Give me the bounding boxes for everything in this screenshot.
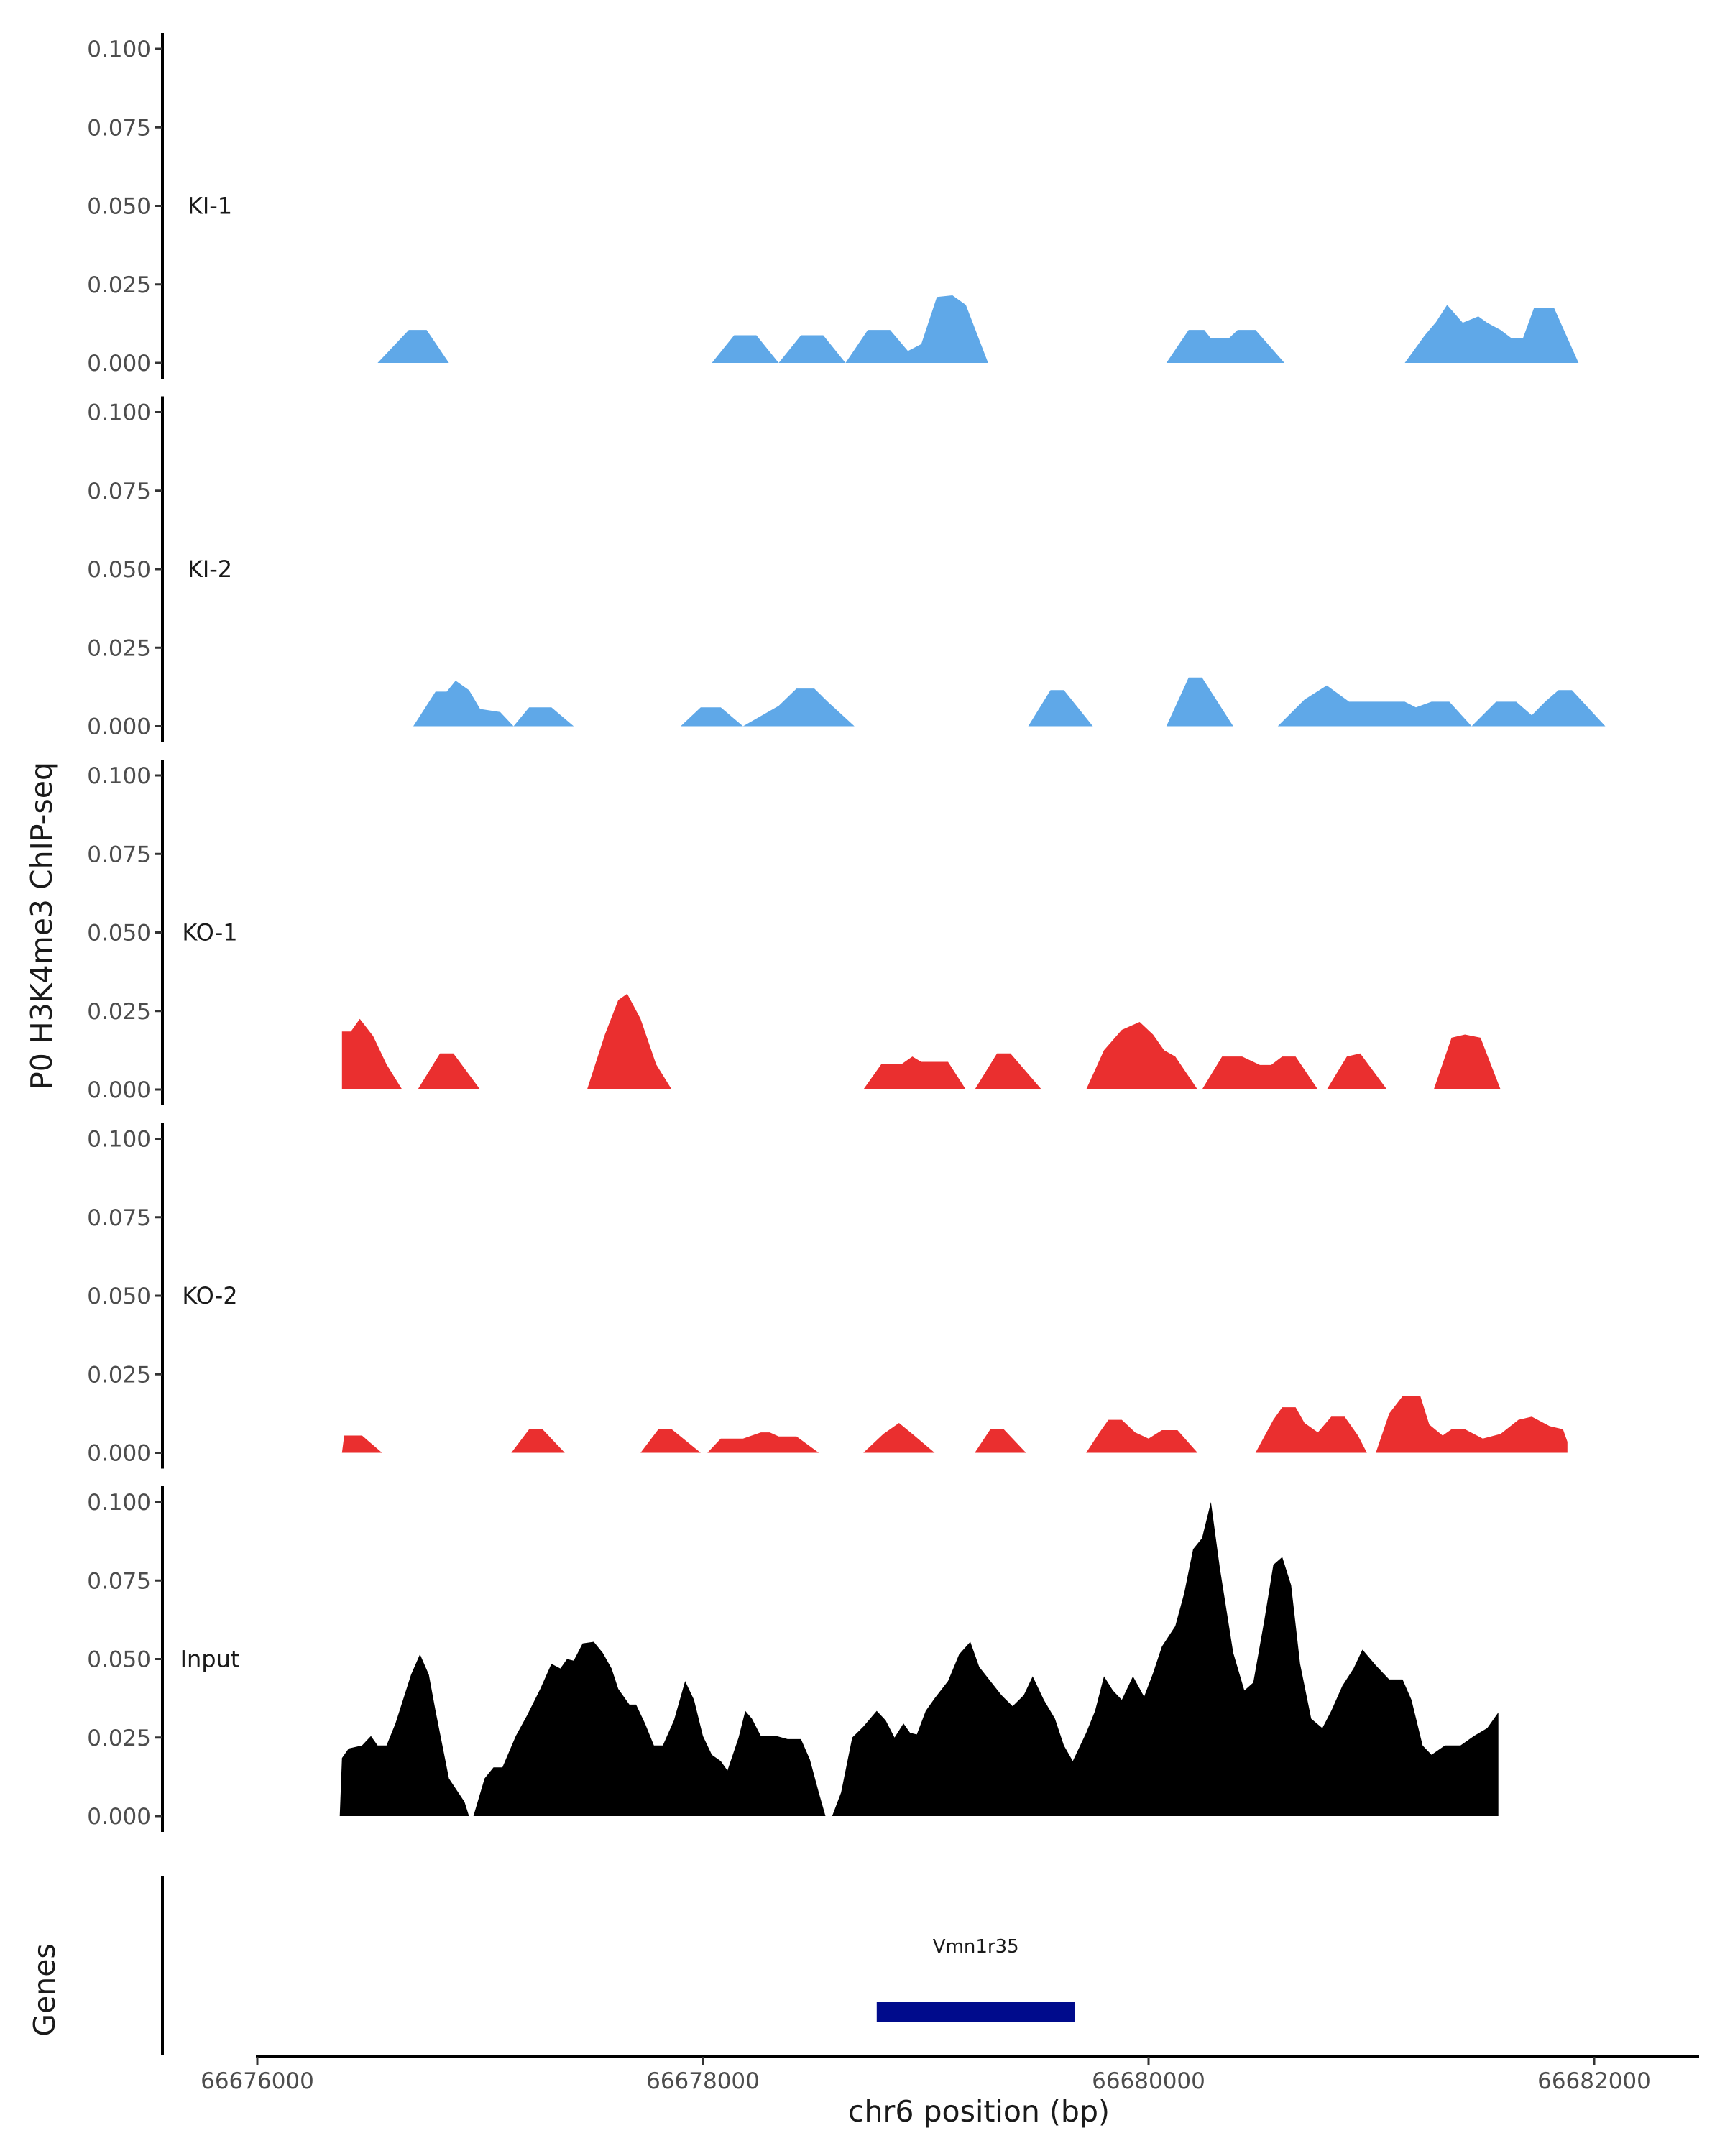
y-tick-label: 0.000 xyxy=(87,714,151,740)
signal-area-ko-2 xyxy=(341,1396,1568,1453)
y-tick-label: 0.025 xyxy=(87,272,151,298)
x-tick-label: 66682000 xyxy=(1537,2068,1651,2094)
track-ko-1: 0.000 0.025 0.050 0.075 0.100 KO-1 xyxy=(87,760,1501,1105)
y-tick-label: 0.050 xyxy=(87,557,151,583)
y-tick-label: 0.100 xyxy=(87,37,151,63)
x-axis-title: chr6 position (bp) xyxy=(848,2094,1110,2129)
y-tick-label: 0.025 xyxy=(87,1726,151,1751)
y-tick-label: 0.075 xyxy=(87,479,151,505)
y-tick-label: 0.000 xyxy=(87,1441,151,1467)
y-tick-label: 0.075 xyxy=(87,1205,151,1231)
signal-area-ki-1 xyxy=(377,295,1579,363)
y-tick-label: 0.025 xyxy=(87,1362,151,1388)
y-tick-label: 0.000 xyxy=(87,1077,151,1103)
y-tick-label: 0.000 xyxy=(87,1804,151,1830)
gene-label: Vmn1r35 xyxy=(933,1936,1019,1958)
track-input: 0.000 0.025 0.050 0.075 0.100 Input xyxy=(87,1486,1499,1832)
y-tick-label: 0.050 xyxy=(87,1647,151,1673)
signal-area-ki-2 xyxy=(413,677,1606,727)
y-tick-label: 0.075 xyxy=(87,1568,151,1594)
y-tick-label: 0.100 xyxy=(87,1127,151,1153)
y-tick-label: 0.050 xyxy=(87,1284,151,1309)
track-label: Input xyxy=(180,1646,240,1673)
y-tick-label: 0.000 xyxy=(87,351,151,377)
y-tick-label: 0.075 xyxy=(87,842,151,867)
y-tick-label: 0.025 xyxy=(87,999,151,1025)
signal-area-ko-1 xyxy=(341,993,1501,1089)
y-tick-label: 0.100 xyxy=(87,400,151,426)
signal-area-input xyxy=(339,1502,1499,1816)
y-tick-label: 0.050 xyxy=(87,194,151,220)
x-tick-label: 66676000 xyxy=(201,2068,314,2094)
genes-panel-title: Genes xyxy=(27,1943,62,2037)
y-tick-label: 0.100 xyxy=(87,763,151,789)
track-ko-2: 0.000 0.025 0.050 0.075 0.100 KO-2 xyxy=(87,1123,1568,1469)
y-tick-label: 0.075 xyxy=(87,115,151,141)
y-axis-title: P0 H3K4me3 ChIP-seq xyxy=(24,762,59,1089)
track-label: KO-1 xyxy=(182,919,237,946)
x-tick-label: 66678000 xyxy=(646,2068,760,2094)
track-label: KI-2 xyxy=(188,556,232,583)
track-label: KO-2 xyxy=(182,1282,237,1309)
y-tick-label: 0.100 xyxy=(87,1490,151,1516)
track-label: KI-1 xyxy=(188,193,232,220)
x-tick-label: 66680000 xyxy=(1092,2068,1205,2094)
track-ki-1: 0.000 0.025 0.050 0.075 0.100 KI-1 xyxy=(87,33,1579,379)
gene-body-vmn1r35 xyxy=(876,2002,1075,2022)
y-tick-label: 0.025 xyxy=(87,635,151,661)
y-tick-label: 0.050 xyxy=(87,921,151,946)
track-ki-2: 0.000 0.025 0.050 0.075 0.100 KI-2 xyxy=(87,396,1606,742)
